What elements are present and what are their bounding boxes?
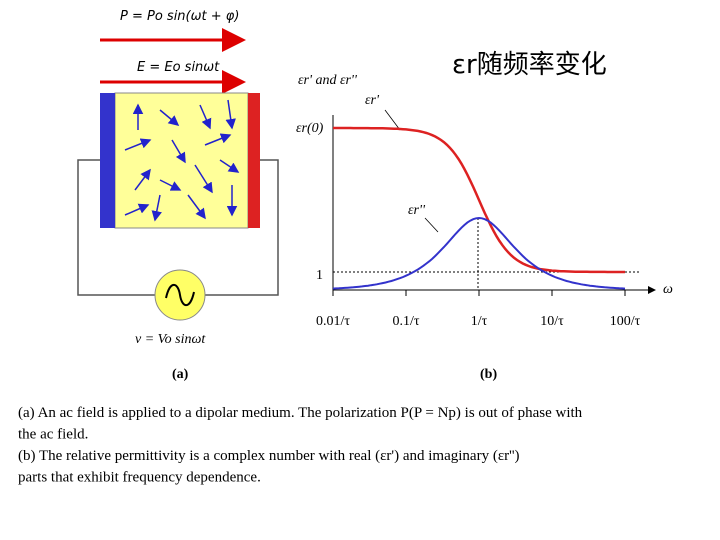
dipole	[199, 104, 212, 130]
polarization-label: P = Po sin(ωt + φ)	[120, 9, 239, 24]
x-tick-label: 0.1/τ	[392, 314, 419, 329]
dipole	[124, 203, 150, 216]
x-tick-label: 0.01/τ	[316, 314, 350, 329]
imag-label: εr''	[408, 203, 426, 218]
sine-icon	[165, 283, 195, 307]
dipole	[219, 159, 240, 173]
x-tick-label: 100/τ	[610, 314, 641, 329]
real-curve	[333, 126, 625, 274]
caption-line: the ac field.	[18, 427, 88, 443]
panel-label: (a)	[172, 367, 189, 382]
imag-curve	[332, 216, 626, 290]
dipole	[187, 194, 206, 220]
panel-label: (b)	[480, 367, 497, 382]
plate	[100, 93, 115, 228]
diagram-a: P = Po sin(ωt + φ) E = Eo sinωt v = Vo s…	[77, 9, 279, 382]
plate	[248, 93, 260, 228]
caption-line: (b) The relative permittivity is a compl…	[18, 448, 520, 464]
real-label: εr'	[365, 93, 380, 108]
caption-line: parts that exhibit frequency dependence.	[18, 470, 261, 486]
x-tick-label: 10/τ	[540, 314, 564, 329]
dipoles	[124, 99, 240, 222]
dipole	[124, 138, 152, 151]
x-tick-label: 1/τ	[471, 314, 488, 329]
dipole	[151, 194, 162, 222]
dipole	[159, 179, 182, 191]
dipole	[171, 139, 186, 164]
x-axis-label: ω	[663, 282, 673, 297]
leader	[424, 217, 439, 233]
dipole	[134, 168, 151, 191]
slide-title: εr随频率变化	[452, 50, 607, 80]
one-label: 1	[316, 268, 323, 283]
field-label: E = Eo sinωt	[137, 60, 220, 75]
dipole	[225, 99, 236, 130]
dipole	[204, 133, 232, 146]
diagram-b: εr' and εr'' ω εr' εr'' εr(0) 1 (b) 0.01…	[296, 73, 673, 382]
leader	[384, 109, 401, 131]
static-label: εr(0)	[296, 121, 324, 136]
dipole	[194, 164, 213, 194]
wire	[77, 159, 279, 296]
source-label: v = Vo sinωt	[135, 332, 206, 347]
caption-line: (a) An ac field is applied to a dipolar …	[18, 405, 583, 421]
y-axis-label: εr' and εr''	[298, 73, 358, 88]
medium	[114, 92, 249, 229]
caption: (a) An ac field is applied to a dipolar …	[18, 405, 583, 486]
dipole	[159, 109, 180, 126]
